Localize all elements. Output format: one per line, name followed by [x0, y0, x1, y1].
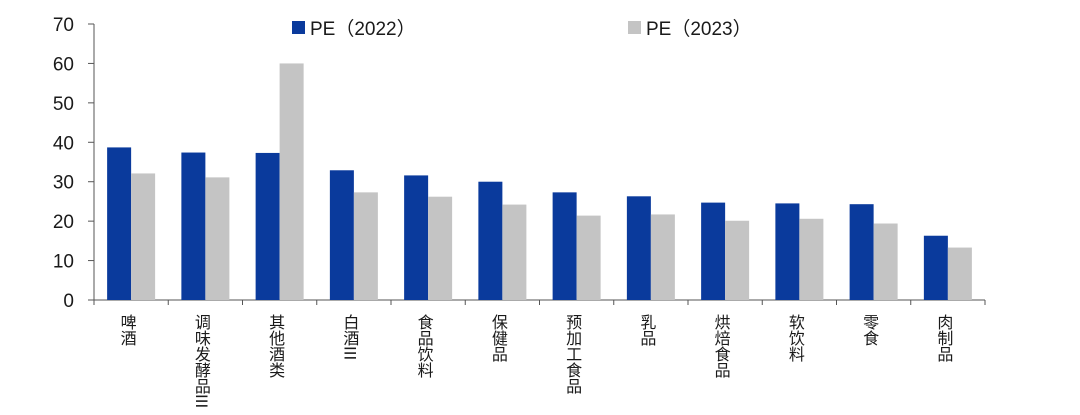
- bar-pe2023: [576, 215, 601, 300]
- y-tick-label: 50: [53, 94, 74, 115]
- y-tick-label: 0: [63, 291, 74, 312]
- legend-swatch: [292, 21, 305, 34]
- legend-label: PE（2022）: [310, 18, 416, 40]
- category-label: 肉制品: [934, 314, 953, 362]
- category-label: 乳品: [637, 314, 656, 346]
- bar-pe2023: [428, 196, 453, 300]
- bar-pe2023: [205, 177, 230, 300]
- y-tick-label: 40: [53, 133, 74, 154]
- y-tick-label: 70: [53, 15, 74, 36]
- bar-pe2022: [107, 147, 132, 300]
- y-tick-label: 30: [53, 173, 74, 194]
- bar-pe2022: [923, 235, 948, 300]
- bar-pe2022: [701, 202, 726, 300]
- bar-pe2023: [947, 247, 972, 300]
- bar-pe2022: [775, 203, 800, 300]
- y-tick-label: 20: [53, 212, 74, 233]
- bar-pe2023: [873, 223, 898, 300]
- category-label: 保健品: [489, 314, 508, 362]
- bar-pe2023: [279, 63, 304, 300]
- legend-swatch: [628, 21, 641, 34]
- bar-pe2023: [725, 220, 750, 300]
- bar-pe2022: [849, 204, 874, 300]
- category-label: 调味发酵品III: [192, 314, 211, 408]
- category-label: 烘焙食品: [712, 314, 731, 378]
- bar-pe2022: [626, 196, 651, 300]
- category-label: 预加工食品: [563, 314, 582, 394]
- category-label: 食品饮料: [415, 314, 434, 378]
- category-label: 白酒III: [340, 314, 359, 360]
- y-axis: 0 10 20 30 40 50 60 70: [53, 15, 95, 312]
- bar-pe2022: [478, 181, 503, 300]
- bar-pe2023: [353, 192, 378, 300]
- category-label: 其他酒类: [266, 314, 285, 378]
- category-label: 啤酒: [118, 314, 137, 346]
- y-tick-label: 10: [53, 252, 74, 273]
- legend-label: PE（2023）: [646, 18, 752, 40]
- bar-pe2022: [329, 170, 354, 300]
- category-labels: 啤酒 调味发酵品III 其他酒类 白酒III 食品饮料 保健品 预加工食品 乳品 烘焙食品 软饮料…: [118, 314, 954, 408]
- x-axis: [93, 299, 986, 305]
- bar-pe2023: [502, 204, 527, 300]
- category-label: 零食: [860, 314, 879, 346]
- y-tick-label: 60: [53, 54, 74, 75]
- bar-pe2022: [404, 175, 429, 300]
- bar-pe2022: [181, 152, 206, 300]
- bar-pe2023: [799, 218, 824, 300]
- bar-pe2022: [255, 152, 280, 300]
- category-label: 软饮料: [786, 314, 805, 362]
- bar-pe2023: [650, 214, 675, 300]
- bar-pe2022: [552, 192, 577, 300]
- bars-group: [107, 63, 972, 300]
- bar-pe2023: [131, 173, 156, 300]
- legend: PE（2022） PE（2023）: [292, 18, 752, 40]
